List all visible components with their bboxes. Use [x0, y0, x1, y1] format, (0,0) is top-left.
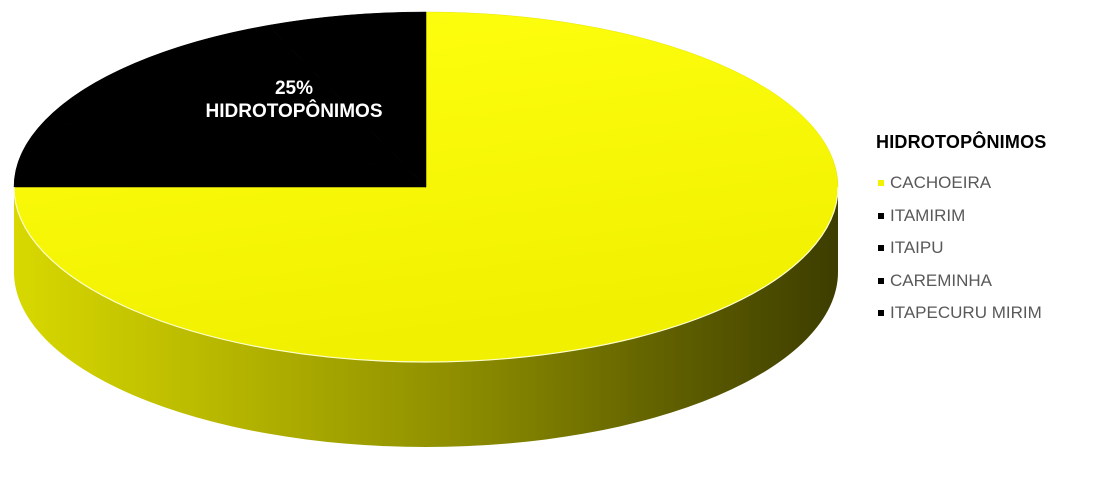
- pie-slice-itamirim: [13, 119, 427, 188]
- legend-list: CACHOEIRA ITAMIRIM ITAIPU CAREMINHA ITAPECUR…: [876, 167, 1086, 330]
- legend: HIDROTOPÔNIMOS CACHOEIRA ITAMIRIM ITAIPU CA…: [876, 132, 1086, 330]
- pie-slice-itapecuru-mirim: [267, 11, 427, 188]
- legend-label: ITAPECURU MIRIM: [890, 303, 1042, 323]
- legend-item: CAREMINHA: [876, 265, 1086, 298]
- legend-swatch: [878, 277, 884, 284]
- legend-title: HIDROTOPÔNIMOS: [876, 132, 1047, 152]
- legend-swatch: [878, 212, 884, 219]
- pie-slice-itaipu: [44, 62, 427, 188]
- pie-slice-careminha: [134, 25, 427, 188]
- pie-side-wall: [14, 187, 838, 447]
- pie-rim: [13, 186, 839, 363]
- slice-percent-label: 25%: [275, 78, 313, 99]
- legend-label: CACHOEIRA: [890, 173, 992, 193]
- legend-label: ITAMIRIM: [890, 205, 966, 225]
- slice-name-label: HIDROTOPÔNIMOS: [206, 100, 383, 122]
- legend-swatch: [878, 245, 884, 252]
- legend-item: ITAPECURU MIRIM: [876, 297, 1086, 330]
- legend-item: ITAMIRIM: [876, 200, 1086, 233]
- legend-swatch: [878, 310, 884, 317]
- legend-item: ITAIPU: [876, 232, 1086, 265]
- legend-label: ITAIPU: [890, 238, 944, 258]
- legend-item: CACHOEIRA: [876, 167, 1086, 200]
- legend-label: CAREMINHA: [890, 270, 993, 290]
- legend-swatch: [878, 180, 884, 187]
